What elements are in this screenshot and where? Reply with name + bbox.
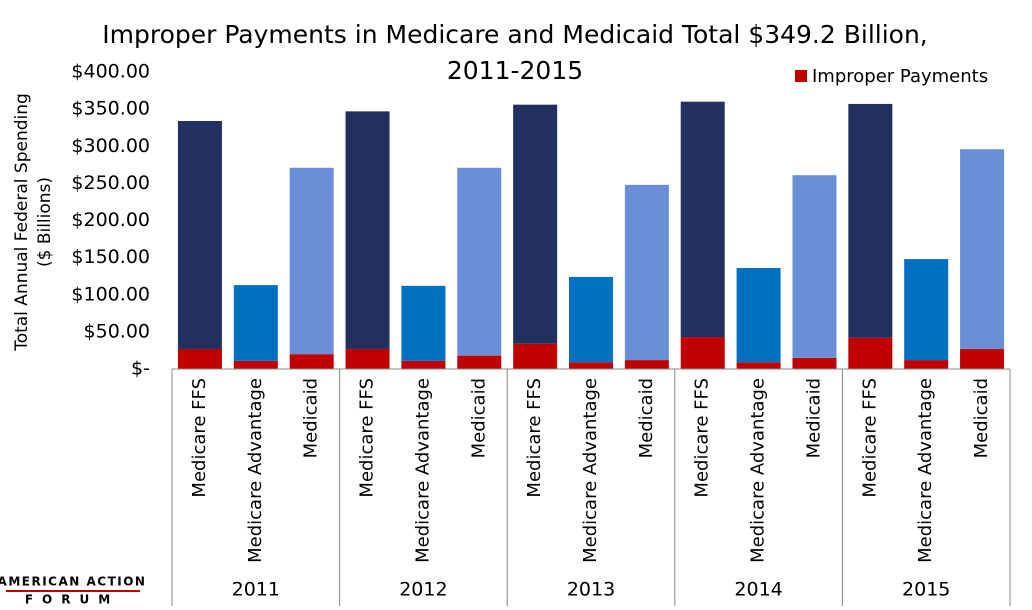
bar-segment — [233, 285, 278, 361]
y-axis-title: ($ Billions) — [35, 177, 55, 267]
y-tick-label: $400.00 — [71, 61, 150, 83]
bar-segment — [177, 121, 222, 349]
x-tick-label: Medicare Advantage — [245, 378, 266, 563]
bar-segment — [904, 259, 949, 361]
bar-segment — [289, 354, 334, 369]
x-tick-label: Medicaid — [971, 378, 992, 458]
chart-title: 2011-2015 — [447, 56, 583, 85]
y-tick-label: $100.00 — [71, 283, 150, 305]
bar-segment — [736, 268, 781, 363]
bar-segment — [792, 175, 837, 358]
x-tick-label: Medicare FFS — [189, 378, 210, 498]
group-label: 2012 — [399, 579, 447, 601]
bar-segment — [345, 348, 390, 369]
x-tick-label: Medicaid — [301, 378, 322, 458]
bar-segment — [569, 362, 613, 369]
bar-segment — [177, 348, 222, 369]
x-tick-label: Medicaid — [803, 378, 824, 458]
x-tick-label: Medicare Advantage — [580, 378, 601, 563]
bar-segment — [848, 103, 893, 338]
group-label: 2014 — [734, 579, 782, 601]
group-label: 2013 — [567, 579, 615, 601]
bar-segment — [457, 167, 502, 356]
bar-segment — [401, 360, 446, 369]
chart-title: Improper Payments in Medicare and Medica… — [102, 20, 928, 49]
bar-segment — [401, 285, 446, 361]
bar-segment — [624, 184, 669, 361]
group-label: 2015 — [902, 579, 950, 601]
bar-segment — [624, 360, 669, 369]
bar-segment — [960, 149, 1005, 349]
bar-segment — [736, 362, 781, 369]
bar-segment — [792, 357, 837, 369]
x-tick-label: Medicare Advantage — [915, 378, 936, 563]
bar-segment — [289, 167, 334, 355]
logo-text: AMERICAN ACTION — [0, 575, 146, 589]
y-axis-title: Total Annual Federal Spending — [12, 93, 32, 352]
y-tick-label: $50.00 — [84, 320, 150, 342]
bar-segment — [904, 360, 949, 369]
x-tick-label: Medicare FFS — [692, 378, 713, 498]
bar-segment — [345, 111, 390, 349]
y-tick-label: $- — [131, 358, 150, 380]
x-tick-label: Medicare FFS — [524, 378, 545, 498]
bar-segment — [457, 355, 502, 369]
group-label: 2011 — [232, 579, 280, 601]
bar-segment — [513, 104, 558, 344]
y-tick-label: $350.00 — [71, 98, 150, 120]
y-tick-label: $250.00 — [71, 172, 150, 194]
bar-segment — [960, 348, 1005, 369]
legend-swatch — [795, 70, 807, 82]
x-tick-label: Medicare Advantage — [412, 378, 433, 563]
x-tick-label: Medicare FFS — [357, 378, 378, 498]
y-tick-label: $200.00 — [71, 209, 150, 231]
legend-label: Improper Payments — [812, 66, 988, 87]
x-tick-label: Medicare FFS — [859, 378, 880, 498]
bar-segment — [680, 101, 725, 338]
bar-segment — [848, 337, 893, 369]
x-tick-label: Medicare Advantage — [748, 378, 769, 563]
bar-segment — [680, 337, 725, 369]
x-tick-label: Medicaid — [636, 378, 657, 458]
x-tick-label: Medicaid — [468, 378, 489, 458]
bar-segment — [233, 360, 278, 369]
logo-text: FORUM — [25, 593, 119, 607]
y-tick-label: $300.00 — [71, 135, 150, 157]
bar-segment — [513, 343, 558, 369]
bar-segment — [569, 276, 613, 363]
y-tick-label: $150.00 — [71, 246, 150, 268]
